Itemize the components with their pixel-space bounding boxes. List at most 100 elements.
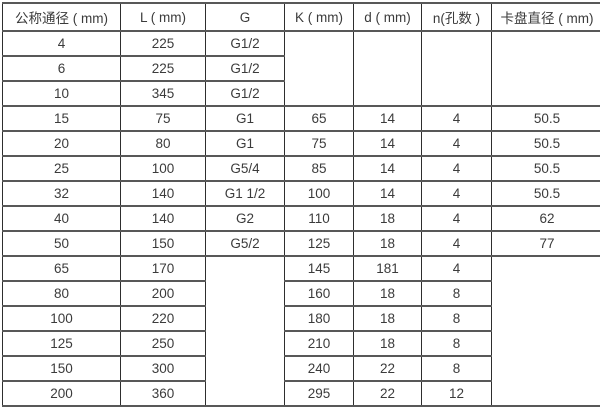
merged-empty-cell-r0-c4	[353, 30, 422, 107]
table-cell-r7-c2: G2	[205, 205, 285, 232]
table-cell-r13-c1: 300	[120, 355, 206, 382]
table-cell-r14-c3: 295	[284, 380, 354, 407]
table-cell-r6-c2: G1 1/2	[205, 180, 285, 207]
table-cell-r12-c1: 250	[120, 330, 206, 357]
table-cell-r10-c3: 160	[284, 280, 354, 307]
table-cell-r9-c3: 145	[284, 255, 354, 282]
table-cell-r8-c2: G5/2	[205, 230, 285, 257]
table-cell-r7-c0: 40	[2, 205, 121, 232]
table-cell-r0-c0: 4	[2, 30, 121, 57]
table-cell-r12-c0: 125	[2, 330, 121, 357]
table-cell-r11-c5: 8	[421, 305, 492, 332]
table-cell-r9-c1: 170	[120, 255, 206, 282]
table-cell-r4-c5: 4	[421, 130, 492, 157]
table-cell-r2-c0: 10	[2, 80, 121, 107]
table-cell-r11-c4: 18	[353, 305, 422, 332]
table-cell-r5-c5: 4	[421, 155, 492, 182]
merged-empty-cell-r0-c5	[421, 30, 492, 107]
table-row-0: 4 225 G1/2	[2, 30, 600, 107]
table-cell-r12-c5: 8	[421, 330, 492, 357]
table-cell-r1-c0: 6	[2, 55, 121, 82]
table-cell-r5-c2: G5/4	[205, 155, 285, 182]
table-row-14: 200 360 295 22 12	[2, 380, 600, 407]
table-cell-r10-c5: 8	[421, 280, 492, 307]
table-cell-r4-c3: 75	[284, 130, 354, 157]
table-cell-r8-c1: 150	[120, 230, 206, 257]
table-row-3: 15 75 G1 65 14 4 50.5	[2, 105, 600, 132]
table-cell-r8-c4: 18	[353, 230, 422, 257]
table-row-10: 80 200 160 18 8	[2, 280, 600, 307]
column-header-0: 公称通径 ( mm)	[2, 2, 121, 32]
column-header-3: K ( mm)	[284, 2, 354, 32]
merged-empty-cell-r9-c2	[205, 255, 285, 407]
column-header-2: G	[205, 2, 285, 32]
table-cell-r4-c4: 14	[353, 130, 422, 157]
table-cell-r8-c5: 4	[421, 230, 492, 257]
table-cell-r9-c5: 4	[421, 255, 492, 282]
table-cell-r6-c0: 32	[2, 180, 121, 207]
table-cell-r14-c4: 22	[353, 380, 422, 407]
table-cell-r6-c5: 4	[421, 180, 492, 207]
table-cell-r14-c1: 360	[120, 380, 206, 407]
table-cell-r11-c1: 220	[120, 305, 206, 332]
table-cell-r11-c3: 180	[284, 305, 354, 332]
table-cell-r12-c4: 18	[353, 330, 422, 357]
merged-empty-cell-r0-c6	[491, 30, 600, 107]
table-header-row: 公称通径 ( mm) L ( mm) G K ( mm) d ( mm) n(孔数 ) 卡盘…	[2, 2, 600, 32]
table-cell-r10-c4: 18	[353, 280, 422, 307]
table-cell-r6-c6: 50.5	[491, 180, 600, 207]
table-cell-r11-c0: 100	[2, 305, 121, 332]
table-cell-r2-c2: G1/2	[205, 80, 285, 107]
table-cell-r1-c2: G1/2	[205, 55, 285, 82]
table-cell-r8-c6: 77	[491, 230, 600, 257]
table-cell-r7-c4: 18	[353, 205, 422, 232]
table-cell-r3-c4: 14	[353, 105, 422, 132]
table-row-1: 6 225 G1/2	[2, 55, 600, 82]
table-cell-r5-c6: 50.5	[491, 155, 600, 182]
table-cell-r14-c0: 200	[2, 380, 121, 407]
table-cell-r7-c6: 62	[491, 205, 600, 232]
merged-empty-cell-r9-c6	[491, 255, 600, 407]
table-row-8: 50 150 G5/2 125 18 4 77	[2, 230, 600, 257]
table-cell-r8-c0: 50	[2, 230, 121, 257]
table-cell-r10-c0: 80	[2, 280, 121, 307]
column-header-5: n(孔数 )	[421, 2, 492, 32]
table-cell-r5-c1: 100	[120, 155, 206, 182]
table-cell-r7-c5: 4	[421, 205, 492, 232]
table-row-6: 32 140 G1 1/2 100 14 4 50.5	[2, 180, 600, 207]
merged-empty-cell-r0-c3	[284, 30, 354, 107]
header-row: 公称通径 ( mm) L ( mm) G K ( mm) d ( mm) n(孔数 ) 卡盘…	[2, 2, 600, 32]
table-row-13: 150 300 240 22 8	[2, 355, 600, 382]
table-cell-r0-c2: G1/2	[205, 30, 285, 57]
table-cell-r3-c5: 4	[421, 105, 492, 132]
table-cell-r14-c5: 12	[421, 380, 492, 407]
table-cell-r3-c2: G1	[205, 105, 285, 132]
table-cell-r4-c1: 80	[120, 130, 206, 157]
table-cell-r3-c0: 15	[2, 105, 121, 132]
table-cell-r10-c1: 200	[120, 280, 206, 307]
column-header-6: 卡盘直径 ( mm)	[491, 2, 600, 32]
table-cell-r4-c0: 20	[2, 130, 121, 157]
table-row-12: 125 250 210 18 8	[2, 330, 600, 357]
table-row-4: 20 80 G1 75 14 4 50.5	[2, 130, 600, 157]
column-header-4: d ( mm)	[353, 2, 422, 32]
table-cell-r9-c4: 181	[353, 255, 422, 282]
table-cell-r6-c3: 100	[284, 180, 354, 207]
table-row-2: 10 345 G1/2	[2, 80, 600, 107]
table-row-5: 25 100 G5/4 85 14 4 50.5	[2, 155, 600, 182]
table-cell-r2-c1: 345	[120, 80, 206, 107]
table-cell-r13-c3: 240	[284, 355, 354, 382]
table-cell-r3-c3: 65	[284, 105, 354, 132]
table-cell-r13-c5: 8	[421, 355, 492, 382]
column-header-1: L ( mm)	[120, 2, 206, 32]
table-cell-r7-c3: 110	[284, 205, 354, 232]
table-cell-r1-c1: 225	[120, 55, 206, 82]
table-cell-r5-c0: 25	[2, 155, 121, 182]
table-cell-r4-c2: G1	[205, 130, 285, 157]
table-cell-r3-c6: 50.5	[491, 105, 600, 132]
table-row-11: 100 220 180 18 8	[2, 305, 600, 332]
table-cell-r7-c1: 140	[120, 205, 206, 232]
table-cell-r9-c0: 65	[2, 255, 121, 282]
